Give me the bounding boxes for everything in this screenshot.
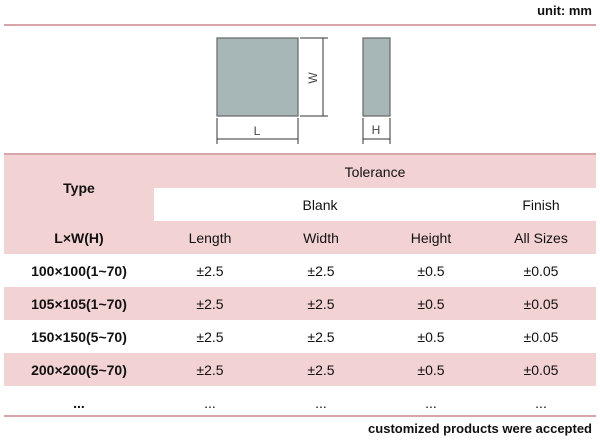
col-header-width: Width — [266, 221, 376, 254]
table-row: 200×200(5~70) ±2.5 ±2.5 ±0.5 ±0.05 — [4, 353, 597, 386]
row-type: 105×105(1~70) — [4, 287, 154, 320]
row-all-sizes: ±0.05 — [486, 287, 597, 320]
row-height: ±0.5 — [376, 287, 486, 320]
row-height: ... — [376, 386, 486, 419]
row-all-sizes: ±0.05 — [486, 353, 597, 386]
footer-note: customized products were accepted — [368, 421, 592, 436]
blank-header: Blank — [154, 188, 486, 221]
row-width: ±2.5 — [266, 287, 376, 320]
plate-dimension-diagram: L W H — [216, 37, 391, 144]
row-length: ±2.5 — [154, 254, 266, 287]
table-top-divider — [4, 153, 596, 155]
row-all-sizes: ... — [486, 386, 597, 419]
type-header: Type — [4, 155, 154, 221]
row-type: ... — [4, 386, 154, 419]
table-row: 100×100(1~70) ±2.5 ±2.5 ±0.5 ±0.05 — [4, 254, 597, 287]
dims-header: L×W(H) — [4, 221, 154, 254]
row-width: ±2.5 — [266, 254, 376, 287]
col-header-height: Height — [376, 221, 486, 254]
col-header-all-sizes: All Sizes — [486, 221, 597, 254]
row-width: ... — [266, 386, 376, 419]
unit-label: unit: mm — [537, 3, 592, 18]
table-row: 150×150(5~70) ±2.5 ±2.5 ±0.5 ±0.05 — [4, 320, 597, 353]
row-all-sizes: ±0.05 — [486, 254, 597, 287]
row-length: ±2.5 — [154, 353, 266, 386]
table-row: ... ... ... ... ... — [4, 386, 597, 419]
row-width: ±2.5 — [266, 320, 376, 353]
col-header-length: Length — [154, 221, 266, 254]
width-dimension-label: W — [306, 72, 320, 84]
row-all-sizes: ±0.05 — [486, 320, 597, 353]
row-width: ±2.5 — [266, 353, 376, 386]
row-length: ±2.5 — [154, 320, 266, 353]
length-dimension — [216, 118, 299, 144]
height-dimension-label: H — [372, 123, 381, 137]
row-length: ±2.5 — [154, 287, 266, 320]
table-row: 105×105(1~70) ±2.5 ±2.5 ±0.5 ±0.05 — [4, 287, 597, 320]
row-type: 150×150(5~70) — [4, 320, 154, 353]
row-height: ±0.5 — [376, 353, 486, 386]
row-length: ... — [154, 386, 266, 419]
top-divider — [4, 24, 596, 26]
tolerance-header: Tolerance — [154, 155, 597, 188]
plate-top-view — [216, 37, 299, 117]
table-bottom-divider — [4, 415, 596, 417]
finish-header: Finish — [486, 188, 597, 221]
row-height: ±0.5 — [376, 320, 486, 353]
tolerance-table: Type Tolerance Blank Finish L×W(H) Lengt… — [4, 155, 597, 419]
plate-side-view — [362, 37, 391, 117]
width-dimension — [300, 37, 328, 117]
row-height: ±0.5 — [376, 254, 486, 287]
length-dimension-label: L — [254, 124, 261, 138]
row-type: 100×100(1~70) — [4, 254, 154, 287]
row-type: 200×200(5~70) — [4, 353, 154, 386]
height-dimension — [362, 118, 391, 144]
